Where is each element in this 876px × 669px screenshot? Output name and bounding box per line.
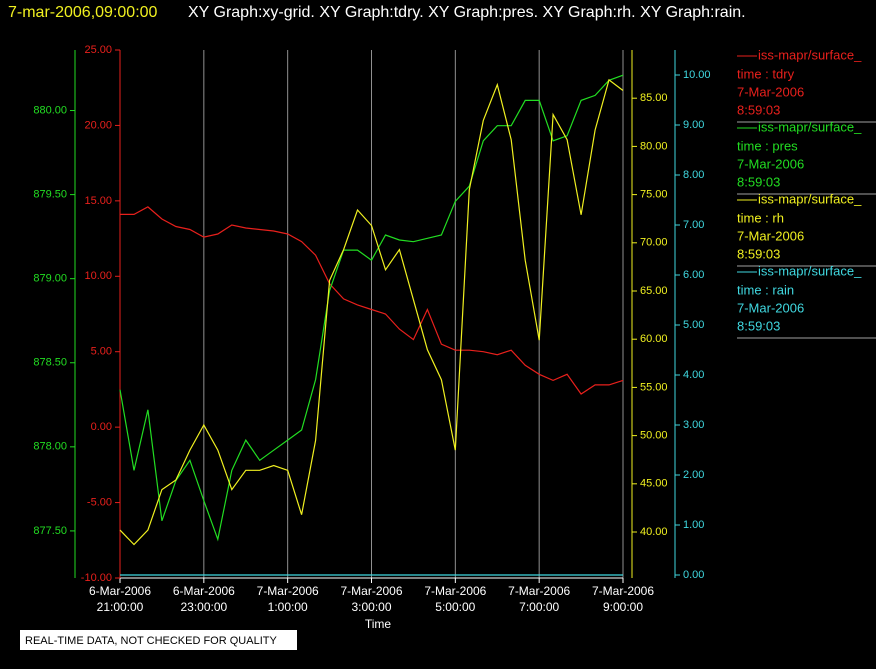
header-time: 7-mar-2006,09:00:00: [8, 4, 158, 21]
y-tick-label: 0.00: [91, 421, 112, 433]
x-tick-label: 6-Mar-2006 21:00:00: [89, 584, 151, 614]
legend-detail: time : tdry: [737, 66, 795, 81]
series-line: [119, 74, 624, 542]
x-tick-label: 7-Mar-2006 7:00:00: [508, 584, 570, 614]
legend-detail: 8:59:03: [737, 174, 780, 189]
y-tick-label: 10.00: [683, 69, 711, 81]
y-tick-label: -10.00: [81, 572, 112, 584]
y-tick-label: 55.00: [640, 381, 668, 393]
legend-name: iss-mapr/surface_: [758, 119, 862, 134]
legend-detail: 7-Mar-2006: [737, 228, 804, 243]
y-tick-label: 879.50: [33, 189, 67, 201]
legend-detail: 7-Mar-2006: [737, 300, 804, 315]
legend-detail: time : rain: [737, 282, 794, 297]
legend-name: iss-mapr/surface_: [758, 263, 862, 278]
header: XY Graph:xy-grid. XY Graph:tdry. XY Grap…: [188, 4, 746, 21]
y-tick-label: 5.00: [683, 319, 704, 331]
y-tick-label: 9.00: [683, 119, 704, 131]
y-tick-label: 45.00: [640, 478, 668, 490]
y-tick-label: 15.00: [84, 195, 112, 207]
legend-detail: 8:59:03: [737, 318, 780, 333]
x-tick-label: 7-Mar-2006 5:00:00: [424, 584, 486, 614]
y-tick-label: 1.00: [683, 519, 704, 531]
y-tick-label: 877.50: [33, 525, 67, 537]
y-tick-label: 25.00: [84, 44, 112, 56]
legend-name: iss-mapr/surface_: [758, 191, 862, 206]
y-tick-label: 70.00: [640, 237, 668, 249]
y-tick-label: 75.00: [640, 189, 668, 201]
series-line: [119, 78, 624, 546]
y-tick-label: 60.00: [640, 333, 668, 345]
y-tick-label: 80.00: [640, 140, 668, 152]
y-tick-label: 6.00: [683, 269, 704, 281]
legend-detail: 8:59:03: [737, 246, 780, 261]
legend-name: iss-mapr/surface_: [758, 47, 862, 62]
footnote-box: [20, 630, 297, 650]
y-tick-label: 85.00: [640, 92, 668, 104]
y-tick-label: 8.00: [683, 169, 704, 181]
x-tick-label: 6-Mar-2006 23:00:00: [173, 584, 235, 614]
y-tick-label: 7.00: [683, 219, 704, 231]
y-tick-label: 879.00: [33, 273, 67, 285]
y-tick-label: 878.00: [33, 441, 67, 453]
y-tick-label: 65.00: [640, 285, 668, 297]
y-tick-label: 40.00: [640, 526, 668, 538]
y-tick-label: 2.00: [683, 469, 704, 481]
y-tick-label: 4.00: [683, 369, 704, 381]
legend-detail: 7-Mar-2006: [737, 84, 804, 99]
y-tick-label: 0.00: [683, 569, 704, 581]
y-tick-label: 880.00: [33, 104, 67, 116]
legend-detail: time : rh: [737, 210, 784, 225]
x-tick-label: 7-Mar-2006 9:00:00: [592, 584, 654, 614]
y-tick-label: 50.00: [640, 430, 668, 442]
y-tick-label: 5.00: [91, 346, 112, 358]
legend-detail: time : pres: [737, 138, 798, 153]
series-line: [120, 206, 624, 395]
y-tick-label: 3.00: [683, 419, 704, 431]
y-tick-label: 10.00: [84, 270, 112, 282]
x-tick-label: 7-Mar-2006 3:00:00: [340, 584, 402, 614]
x-tick-label: 7-Mar-2006 1:00:00: [257, 584, 319, 614]
footnote: REAL-TIME DATA, NOT CHECKED FOR QUALITY: [25, 635, 277, 647]
y-tick-label: 878.50: [33, 357, 67, 369]
x-axis-label: Time: [365, 617, 392, 631]
y-tick-label: 20.00: [84, 119, 112, 131]
y-tick-label: -5.00: [87, 496, 112, 508]
legend-detail: 8:59:03: [737, 102, 780, 117]
legend-detail: 7-Mar-2006: [737, 156, 804, 171]
